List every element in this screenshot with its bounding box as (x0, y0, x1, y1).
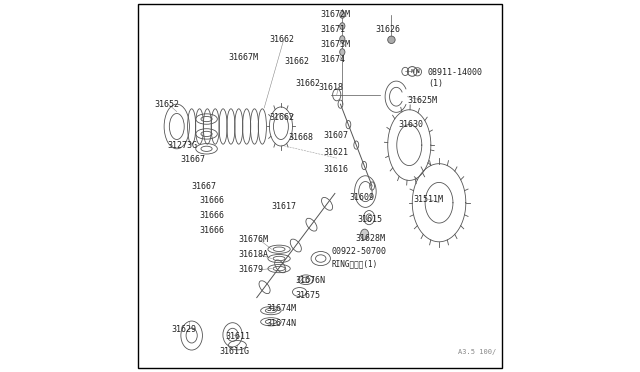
Text: 31674: 31674 (320, 55, 345, 64)
Text: 31629: 31629 (172, 325, 196, 334)
Text: 31667M: 31667M (229, 53, 259, 62)
Text: 31668: 31668 (289, 133, 314, 142)
Text: 31611: 31611 (225, 332, 250, 341)
Text: 08911-14000: 08911-14000 (428, 68, 483, 77)
Ellipse shape (340, 49, 345, 55)
Text: 31618: 31618 (318, 83, 343, 92)
Text: 31618A: 31618A (238, 250, 268, 259)
Text: 31662: 31662 (270, 113, 295, 122)
Text: 31675: 31675 (296, 291, 321, 300)
Text: 31615: 31615 (357, 215, 382, 224)
Text: 31273G: 31273G (168, 141, 198, 150)
Text: 31662: 31662 (270, 35, 295, 44)
Text: 00922-50700: 00922-50700 (331, 247, 386, 256)
Text: A3.5 100/: A3.5 100/ (458, 349, 496, 355)
Text: 31672M: 31672M (320, 10, 350, 19)
Text: 31621: 31621 (324, 148, 349, 157)
Text: 31666: 31666 (199, 196, 224, 205)
Text: RINGリング(1): RINGリング(1) (331, 260, 378, 269)
Ellipse shape (340, 12, 345, 18)
Text: 31652: 31652 (154, 100, 179, 109)
Text: (1): (1) (428, 79, 443, 88)
Text: 31674M: 31674M (266, 304, 296, 313)
Ellipse shape (340, 23, 345, 29)
Text: 31625M: 31625M (408, 96, 437, 105)
Text: 31611G: 31611G (220, 347, 250, 356)
Text: 31667: 31667 (180, 155, 205, 164)
Text: 31616: 31616 (324, 165, 349, 174)
Text: 31662: 31662 (296, 79, 321, 88)
Text: 31666: 31666 (199, 211, 224, 220)
Text: 31617: 31617 (271, 202, 297, 211)
Text: 31511M: 31511M (413, 195, 443, 203)
Text: 31673M: 31673M (320, 40, 350, 49)
Text: 31671: 31671 (320, 25, 345, 34)
Text: 31609: 31609 (349, 193, 375, 202)
Text: 31666: 31666 (199, 226, 224, 235)
Text: 31676M: 31676M (238, 235, 268, 244)
Text: N: N (410, 68, 414, 74)
Text: 31630: 31630 (398, 120, 423, 129)
Text: 31674N: 31674N (266, 319, 296, 328)
Text: 31662: 31662 (285, 57, 310, 66)
Text: 31667: 31667 (191, 182, 217, 190)
Text: 31607: 31607 (324, 131, 349, 140)
Text: 31628M: 31628M (355, 234, 385, 243)
Ellipse shape (340, 36, 345, 42)
Circle shape (388, 36, 395, 44)
Text: 31679: 31679 (238, 265, 263, 274)
Ellipse shape (360, 229, 369, 240)
Text: N: N (415, 69, 419, 74)
Text: 31626: 31626 (376, 25, 401, 34)
Text: 31676N: 31676N (296, 276, 326, 285)
